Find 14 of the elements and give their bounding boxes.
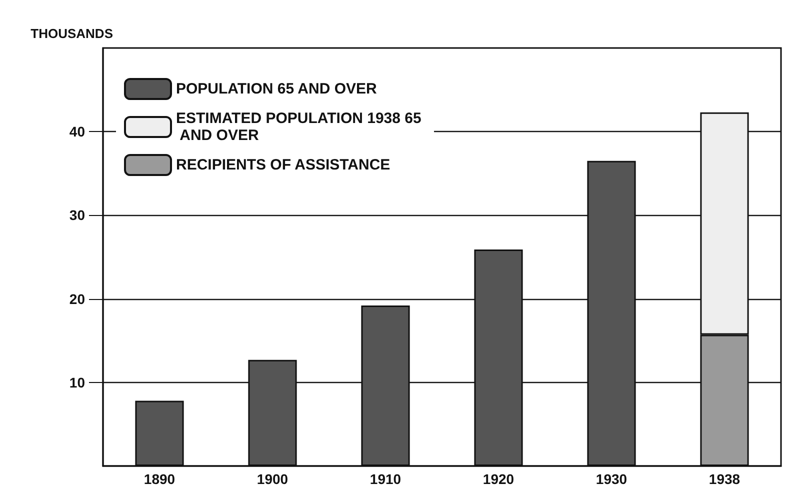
x-tick-label: 1920 [482, 471, 514, 487]
x-tick-label: 1938 [708, 471, 740, 487]
legend-label: POPULATION 65 AND OVER [176, 80, 378, 98]
legend-label: ESTIMATED POPULATION 1938 65 AND OVER [176, 110, 422, 144]
x-tick-label: 1910 [370, 471, 402, 487]
legend-label: RECIPIENTS OF ASSISTANCE [176, 156, 390, 174]
x-tick-label: 1900 [256, 471, 288, 487]
y-tick-label: 30 [69, 207, 86, 224]
y-tick-label: 20 [69, 290, 86, 307]
y-tick-label: 10 [69, 374, 86, 390]
x-tick-label: 1890 [144, 471, 176, 487]
x-tick-label: 1930 [596, 471, 628, 487]
y-tick-label: 40 [69, 124, 86, 140]
y-axis-title: THOUSANDS [30, 26, 114, 41]
